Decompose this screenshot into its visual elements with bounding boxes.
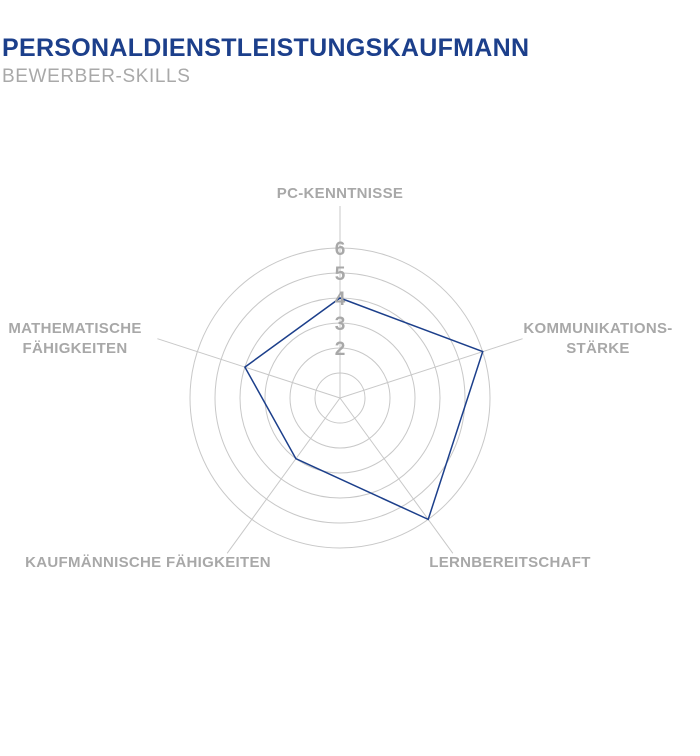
axis-label: PC-KENNTNISSE [277, 185, 403, 202]
axis-line [226, 397, 341, 554]
tick-label: 4 [335, 289, 346, 310]
series-layer [243, 297, 484, 521]
axis-line [339, 397, 454, 554]
axis-label: LERNBEREITSCHAFT [429, 554, 590, 571]
tick-label: 6 [335, 239, 346, 260]
axis-lines [157, 206, 523, 554]
axis-line [339, 338, 523, 399]
chart-subtitle: BEWERBER-SKILLS [2, 66, 191, 87]
tick-label: 3 [335, 314, 346, 335]
axis-label: KAUFMÄNNISCHE FÄHIGKEITEN [25, 554, 271, 571]
axis-label: MATHEMATISCHE FÄHIGKEITEN [8, 320, 141, 357]
tick-label: 5 [335, 264, 346, 285]
axis-line [157, 338, 341, 399]
series-polygon [243, 297, 484, 521]
tick-labels: 2 3 4 5 6 [335, 239, 346, 360]
chart-title: PERSONALDIENSTLEISTUNGSKAUFMANN [2, 34, 530, 62]
axis-label: KOMMUNIKATIONS-STÄRKE [523, 320, 672, 357]
axis-labels: PC-KENNTNISSE KOMMUNIKATIONS-STÄRKE LERNBE… [8, 185, 672, 571]
tick-label: 2 [335, 339, 346, 360]
